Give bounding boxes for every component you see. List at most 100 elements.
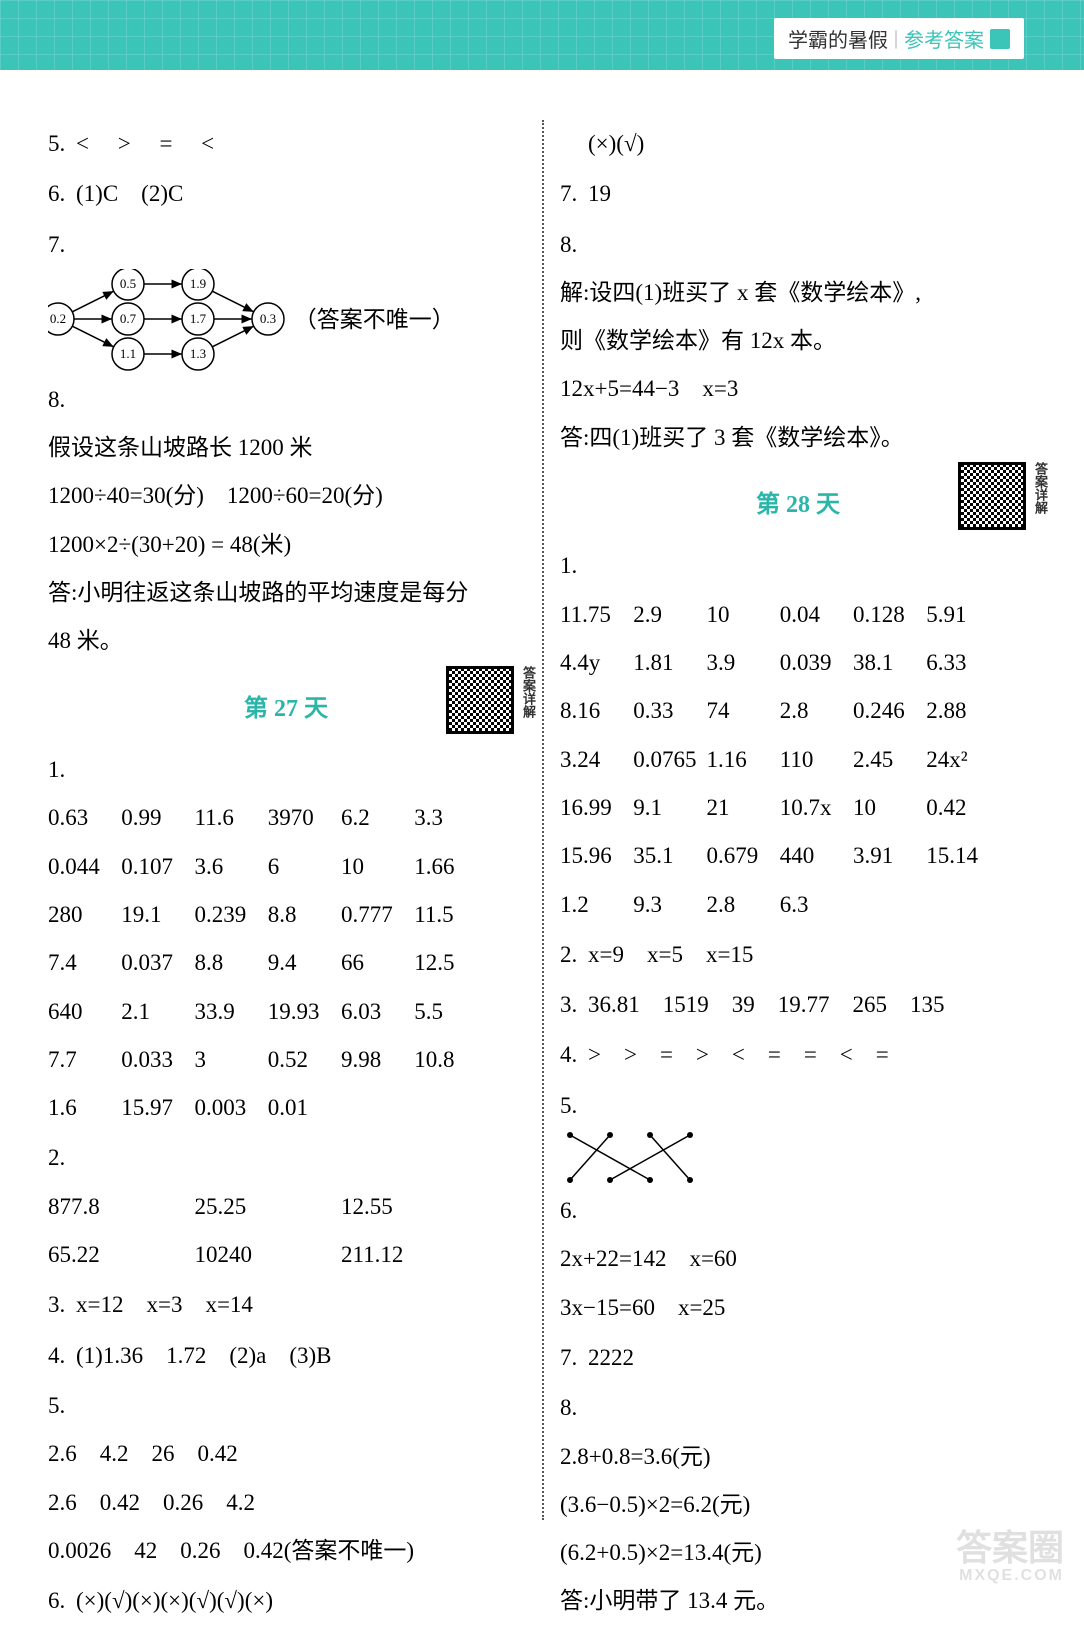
d27-q5-l1: 2.6 0.42 0.26 4.2 (48, 1490, 255, 1515)
table-cell: 25.25 (195, 1183, 342, 1231)
table-cell: 12.5 (414, 939, 487, 987)
table-cell: 12.55 (341, 1183, 488, 1231)
q-num: 6. (48, 170, 76, 218)
d27-q3: x=12 x=3 x=14 (76, 1281, 520, 1329)
d27-q2-table: 877.825.2512.5565.2210240211.12 (48, 1183, 492, 1280)
header-label: 学霸的暑假 | 参考答案 (774, 18, 1024, 59)
rq8-l3: 答:四(1)班买了 3 套《数学绘本》。 (560, 425, 904, 450)
q7-note: （答案不唯一） (294, 307, 455, 332)
table-cell: 6.33 (926, 639, 999, 687)
table-cell: 2.88 (926, 687, 999, 735)
d28q6-l1: 3x−15=60 x=25 (560, 1295, 725, 1320)
table-cell: 3.9 (707, 639, 780, 687)
table-cell: 877.8 (48, 1183, 195, 1231)
svg-text:0.2: 0.2 (50, 311, 66, 326)
table-cell: 110 (780, 736, 853, 784)
table-cell: 0.42 (926, 784, 999, 832)
d28q8-l1: (3.6−0.5)×2=6.2(元) (560, 1492, 750, 1517)
d28q8-l3: 答:小明带了 13.4 元。 (560, 1588, 779, 1613)
d28-q5-graph (560, 1130, 1004, 1185)
table-cell: 15.14 (926, 832, 999, 880)
table-cell: 11.5 (414, 891, 487, 939)
q-num: 8. (560, 221, 588, 269)
d28-q1-table: 11.752.9100.040.1285.914.4y1.813.90.0393… (560, 591, 1004, 929)
rq8-l2: 12x+5=44−3 x=3 (560, 376, 738, 401)
table-cell: 10 (707, 591, 780, 639)
d28-q7: 2222 (588, 1334, 1032, 1382)
q5-ans: < > = < (76, 120, 520, 168)
qr-code-icon (958, 462, 1026, 530)
table-cell: 5.5 (414, 988, 487, 1036)
table-cell: 7.7 (48, 1036, 121, 1084)
table-cell: 11.75 (560, 591, 633, 639)
q-num: 4. (48, 1332, 76, 1380)
table-cell: 65.22 (48, 1231, 195, 1279)
day28-header: 第 28 天 答案详解 (560, 480, 1036, 530)
table-cell: 10.7x (780, 784, 853, 832)
table-cell: 3.24 (560, 736, 633, 784)
d28q8-l2: (6.2+0.5)×2=13.4(元) (560, 1540, 762, 1565)
table-cell: 3 (195, 1036, 268, 1084)
d28q6-l0: 2x+22=142 x=60 (560, 1246, 737, 1271)
table-cell: 10240 (195, 1231, 342, 1279)
q-num: 2. (560, 931, 588, 979)
table-cell: 0.128 (853, 591, 926, 639)
q-num: 5. (560, 1082, 588, 1130)
q-num: 6. (48, 1577, 76, 1625)
table-cell: 0.777 (341, 891, 414, 939)
table-cell: 0.239 (195, 891, 268, 939)
table-cell: 8.16 (560, 687, 633, 735)
q-num: 7. (560, 170, 588, 218)
qr-code-icon (446, 666, 514, 734)
table-cell: 0.033 (121, 1036, 194, 1084)
d27-q5-l0: 2.6 4.2 26 0.42 (48, 1441, 238, 1466)
table-cell: 3.3 (414, 794, 487, 842)
d27-q6: (×)(√)(×)(×)(√)(√)(×) (76, 1577, 520, 1625)
q-num: 6. (560, 1187, 588, 1235)
q7-graph: 0.20.50.71.11.91.71.30.3 (48, 269, 288, 374)
left-column: 5.< > = < 6.(1)C (2)C 7. 0.20.50.71.11.9… (30, 120, 542, 1520)
table-cell: 8.8 (195, 939, 268, 987)
table-cell: 0.039 (780, 639, 853, 687)
d28-q8: 2.8+0.8=3.6(元) (3.6−0.5)×2=6.2(元) (6.2+0… (560, 1433, 1004, 1626)
table-cell: 3.91 (853, 832, 926, 880)
qr-label: 答案详解 (515, 666, 542, 718)
table-cell: 24x² (926, 736, 999, 784)
d28-q3: 36.81 1519 39 19.77 265 135 (588, 981, 1032, 1029)
day27-title: 第 27 天 (244, 696, 328, 722)
table-cell: 0.0765 (633, 736, 706, 784)
table-cell: 9.98 (341, 1036, 414, 1084)
d28-q2: x=9 x=5 x=15 (588, 931, 1032, 979)
table-cell: 21 (707, 784, 780, 832)
q-num: 3. (560, 981, 588, 1029)
column-divider (542, 120, 544, 1520)
table-cell: 6 (268, 843, 341, 891)
table-cell: 3.6 (195, 843, 268, 891)
q-num: 3. (48, 1281, 76, 1329)
d27-q1-table: 0.630.9911.639706.23.30.0440.1073.66101.… (48, 794, 492, 1132)
table-cell: 74 (707, 687, 780, 735)
svg-text:0.7: 0.7 (120, 311, 137, 326)
table-cell: 8.8 (268, 891, 341, 939)
q-num: 2. (48, 1134, 76, 1182)
day27-header: 第 27 天 答案详解 (48, 684, 524, 734)
d28q8-l0: 2.8+0.8=3.6(元) (560, 1444, 711, 1469)
table-cell: 4.4y (560, 639, 633, 687)
header-right: 参考答案 (904, 24, 984, 53)
table-cell: 1.6 (48, 1084, 121, 1132)
table-cell: 0.037 (121, 939, 194, 987)
table-cell: 19.93 (268, 988, 341, 1036)
table-cell: 11.6 (195, 794, 268, 842)
header-left: 学霸的暑假 (788, 24, 888, 53)
table-cell: 0.003 (195, 1084, 268, 1132)
table-cell: 0.044 (48, 843, 121, 891)
table-cell: 66 (341, 939, 414, 987)
table-cell: 0.33 (633, 687, 706, 735)
table-cell: 2.9 (633, 591, 706, 639)
q-num: 5. (48, 1382, 76, 1430)
q-num: 1. (560, 542, 588, 590)
table-cell: 440 (780, 832, 853, 880)
table-cell: 0.04 (780, 591, 853, 639)
q8-l2: 1200×2÷(30+20) = 48(米) (48, 532, 291, 557)
watermark-main: 答案圈 (956, 1528, 1064, 1568)
